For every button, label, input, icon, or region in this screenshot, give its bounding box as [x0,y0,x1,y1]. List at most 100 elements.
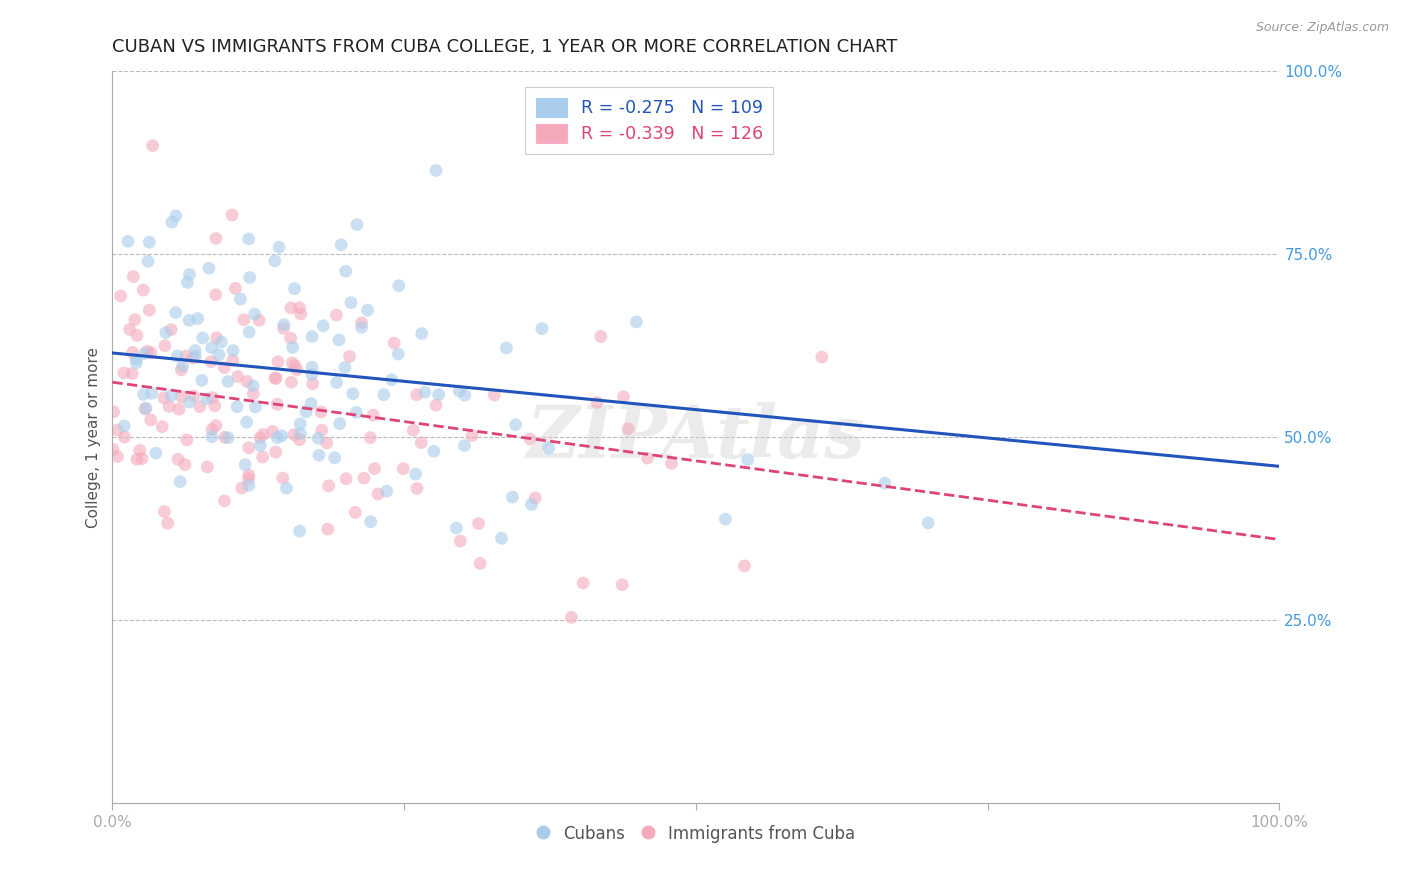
Point [264,371,287,385]
Point [375,484,398,499]
Point [340,295,363,310]
Point [350,316,373,330]
Point [453,438,475,452]
Point [235,415,257,429]
Point [226,400,249,414]
Point [204,399,226,413]
Point [157,400,180,414]
Point [266,397,288,411]
Point [205,418,228,433]
Point [208,348,231,362]
Point [153,391,176,405]
Point [612,390,634,404]
Point [301,368,323,382]
Point [446,521,468,535]
Point [267,354,290,368]
Point [382,336,405,351]
Point [160,215,183,229]
Point [280,375,302,389]
Point [405,388,427,402]
Point [184,343,207,358]
Point [153,339,176,353]
Point [288,433,311,447]
Point [342,386,364,401]
Point [153,505,176,519]
Point [290,426,312,441]
Point [167,402,190,417]
Y-axis label: College, 1 year or more: College, 1 year or more [86,347,101,527]
Point [201,422,224,436]
Point [233,458,256,472]
Point [231,481,253,495]
Point [299,396,322,410]
Point [179,395,201,409]
Point [318,479,340,493]
Point [239,270,262,285]
Point [103,405,125,419]
Point [617,422,640,436]
Point [315,436,337,450]
Point [166,349,188,363]
Point [288,301,311,315]
Point [221,208,243,222]
Point [325,308,347,322]
Point [295,405,318,419]
Point [560,610,582,624]
Point [413,385,436,400]
Point [195,392,218,406]
Point [280,301,302,315]
Point [344,405,367,419]
Point [323,450,346,465]
Point [339,350,361,364]
Point [188,400,211,414]
Point [236,375,259,389]
Point [174,458,197,472]
Point [714,512,737,526]
Point [350,320,373,334]
Point [361,408,384,422]
Point [626,315,648,329]
Point [917,516,939,530]
Point [425,398,447,412]
Point [217,431,239,445]
Point [170,363,193,377]
Point [124,312,146,326]
Point [191,331,214,345]
Point [273,318,295,332]
Point [217,375,239,389]
Point [461,428,484,442]
Point [205,331,228,345]
Point [160,388,183,402]
Point [388,278,411,293]
Point [811,350,834,364]
Point [125,356,148,370]
Point [359,431,381,445]
Point [281,356,304,370]
Point [285,363,308,377]
Point [484,388,506,402]
Point [316,522,339,536]
Point [333,360,356,375]
Point [112,366,135,380]
Point [427,387,450,401]
Point [222,353,245,368]
Point [122,269,145,284]
Point [181,351,204,365]
Point [346,218,368,232]
Point [307,431,329,445]
Point [139,346,162,360]
Point [170,390,193,404]
Point [495,341,517,355]
Point [387,347,409,361]
Point [114,430,136,444]
Point [201,391,224,405]
Point [328,333,350,347]
Point [135,401,157,416]
Point [195,459,218,474]
Point [121,367,143,381]
Point [169,475,191,489]
Text: CUBAN VS IMMIGRANTS FROM CUBA COLLEGE, 1 YEAR OR MORE CORRELATION CHART: CUBAN VS IMMIGRANTS FROM CUBA COLLEGE, 1… [112,38,898,56]
Point [191,373,214,387]
Point [179,313,201,327]
Point [537,441,560,455]
